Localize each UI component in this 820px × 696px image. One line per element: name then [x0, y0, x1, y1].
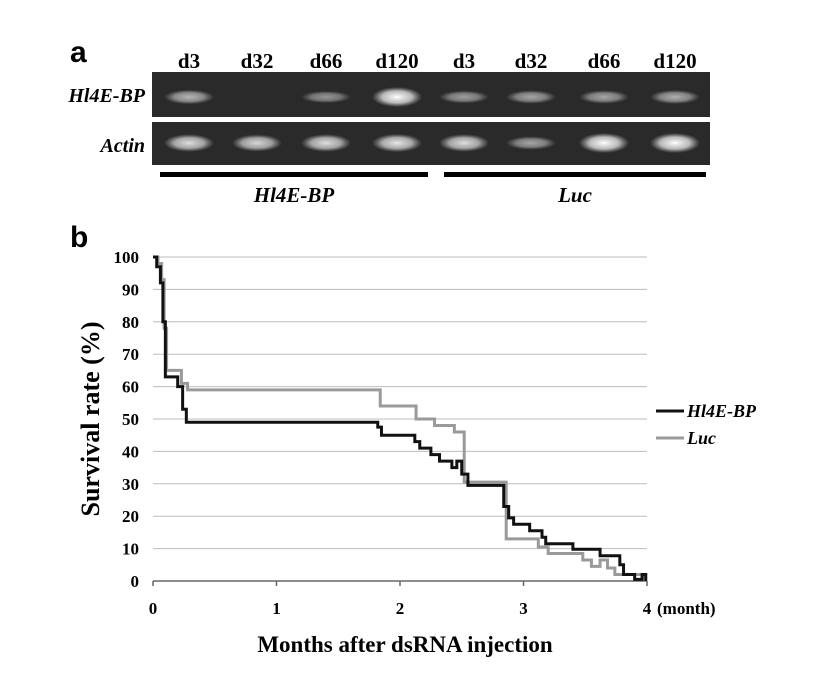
group-label-luc: Luc	[557, 183, 593, 207]
lane-label: d66	[310, 49, 343, 73]
survival-curves	[153, 255, 648, 581]
x-unit-label: (month)	[657, 599, 716, 618]
legend-label-luc: Luc	[686, 428, 716, 448]
y-tick-label: 60	[122, 378, 139, 397]
y-tick-label: 10	[122, 540, 139, 559]
gel-band	[650, 90, 700, 104]
y-tick-label: 30	[122, 475, 139, 494]
y-tick-label: 50	[122, 410, 139, 429]
y-tick-label: 70	[122, 345, 139, 364]
gridlines	[153, 256, 647, 550]
gel-band	[232, 134, 282, 152]
x-tick-label: 2	[396, 599, 405, 618]
gel-band	[506, 90, 556, 104]
y-tick-label: 90	[122, 280, 139, 299]
lane-label: d3	[178, 49, 200, 73]
lane-label: d3	[453, 49, 475, 73]
series-line-hl4e-bp	[153, 255, 648, 581]
legend: Hl4E-BP Luc	[656, 401, 757, 448]
x-tick-labels: 0 1 2 3 4	[149, 599, 652, 618]
gel-bands	[164, 87, 700, 153]
legend-label-hl4e-bp: Hl4E-BP	[686, 401, 757, 421]
x-tick-label: 3	[519, 599, 528, 618]
y-tick-label: 0	[131, 572, 140, 591]
x-tick-label: 0	[149, 599, 158, 618]
lane-label: d32	[241, 49, 274, 73]
gel-band	[579, 133, 629, 153]
gel-band	[301, 90, 351, 104]
gel-band	[650, 133, 700, 153]
y-tick-label: 40	[122, 442, 139, 461]
lane-label: d120	[653, 49, 696, 73]
gel-band	[164, 134, 214, 152]
gel-band	[372, 133, 422, 153]
y-tick-label: 100	[114, 248, 140, 267]
lane-label: d66	[588, 49, 621, 73]
gel-band	[301, 134, 351, 152]
group-bar-luc	[444, 172, 706, 177]
x-tick-marks	[152, 581, 648, 586]
x-axis-title: Months after dsRNA injection	[257, 632, 553, 657]
x-tick-label: 4	[643, 599, 652, 618]
group-label-hl4e-bp: Hl4E-BP	[253, 183, 335, 207]
gel-band	[439, 134, 489, 152]
gel-band	[164, 89, 214, 105]
gel-band	[579, 90, 629, 104]
gel-band	[506, 136, 556, 150]
lane-label: d32	[515, 49, 548, 73]
y-tick-labels: 0 10 20 30 40 50 60 70 80 90 100	[114, 248, 140, 591]
gel-row-label-hl4e-bp: Hl4E-BP	[67, 85, 145, 107]
lane-label: d120	[375, 49, 418, 73]
group-bar-hl4e-bp	[160, 172, 428, 177]
y-tick-label: 80	[122, 313, 139, 332]
panel-a-label: a	[70, 36, 87, 69]
panel-b-label: b	[70, 221, 88, 254]
gel-row-label-actin: Actin	[99, 135, 145, 157]
gel-band	[439, 90, 489, 104]
y-axis-title: Survival rate (%)	[76, 322, 105, 517]
gel-band	[372, 87, 422, 107]
y-tick-label: 20	[122, 507, 139, 526]
x-tick-label: 1	[272, 599, 281, 618]
lane-labels: d3 d32 d66 d120 d3 d32 d66 d120	[178, 49, 697, 73]
